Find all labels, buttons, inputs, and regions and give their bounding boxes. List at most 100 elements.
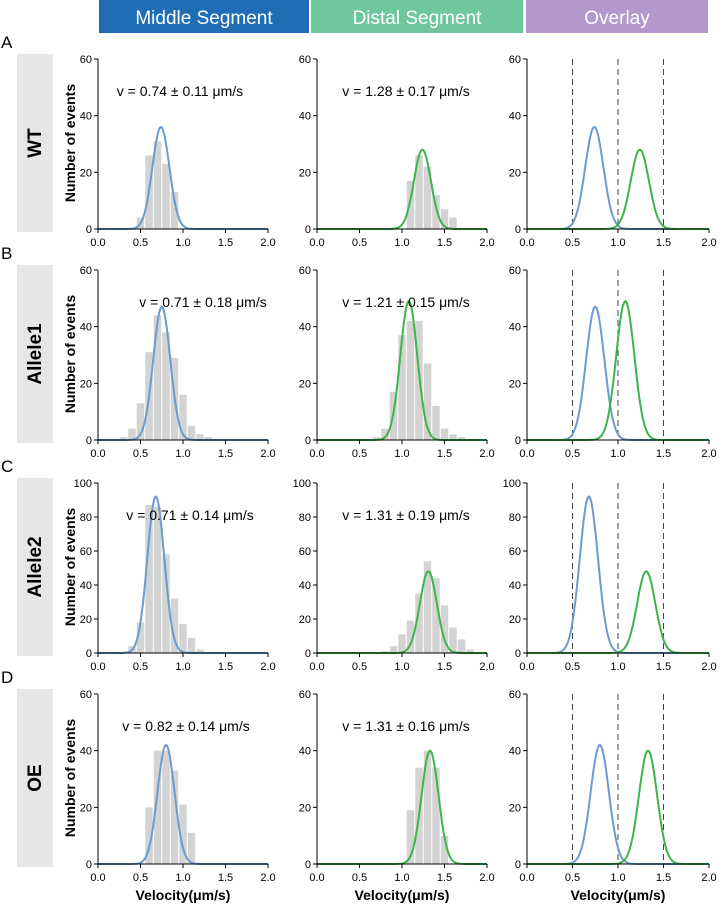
y-tick-label: 0 — [515, 224, 521, 236]
histogram-bar — [423, 750, 432, 864]
x-tick-label: 1.5 — [218, 872, 233, 884]
y-axis-label: Number of events — [62, 719, 78, 837]
subplot: 0 20 40 60 80 100 0.0 0.5 1.0 1.5 2.0 v = 1.31 ± 0.… — [293, 478, 495, 673]
row-label-box — [17, 478, 53, 656]
histogram-bar — [381, 428, 389, 440]
y-tick-label: 60 — [509, 689, 521, 701]
x-tick-label: 1.0 — [175, 661, 190, 673]
x-tick-label: 0.5 — [565, 661, 580, 673]
velocity-annotation: v = 0.74 ± 0.11 μm/s — [117, 83, 243, 99]
histogram-bar — [179, 804, 187, 864]
panel-letter: B — [1, 244, 12, 263]
row-label: OE — [25, 764, 46, 791]
x-tick-label: 2.0 — [479, 237, 494, 249]
y-tick-label: 20 — [509, 802, 521, 814]
y-tick-label: 60 — [509, 546, 521, 558]
x-axis-label: Velocity(μm/s) — [136, 887, 231, 903]
x-tick-label: 0.0 — [90, 237, 105, 249]
histogram-bar — [153, 750, 162, 864]
x-tick-label: 1.5 — [218, 237, 233, 249]
y-tick-label: 0 — [86, 648, 92, 660]
y-tick-label: 20 — [80, 614, 92, 626]
y-tick-label: 60 — [299, 689, 311, 701]
x-tick-label: 2.0 — [260, 448, 275, 460]
histogram-bar — [398, 335, 406, 440]
x-tick-label: 0.5 — [133, 661, 148, 673]
histogram-bar — [423, 166, 432, 229]
velocity-annotation: v = 1.31 ± 0.19 μm/s — [342, 507, 469, 523]
column-header-label: Overlay — [584, 8, 650, 29]
histogram-bar — [432, 578, 440, 653]
velocity-annotation: v = 0.82 ± 0.14 μm/s — [122, 718, 249, 734]
y-tick-label: 40 — [299, 111, 311, 123]
y-tick-label: 0 — [515, 435, 521, 447]
subplot: 0 20 40 60 0.0 0.5 1.0 1.5 2.0 v = 0.74 ± 0.11 μm… — [80, 54, 276, 249]
y-tick-label: 0 — [86, 435, 92, 447]
subplot: 0 20 40 60 0.0 0.5 1.0 1.5 2.0 — [509, 265, 717, 460]
y-tick-label: 60 — [299, 54, 311, 66]
y-tick-label: 80 — [80, 512, 92, 524]
y-tick-label: 20 — [299, 378, 311, 390]
x-tick-label: 1.0 — [394, 872, 409, 884]
x-tick-label: 1.5 — [656, 872, 671, 884]
histogram-bar — [162, 163, 170, 229]
histogram-bar — [449, 434, 457, 440]
row-label-box — [17, 54, 53, 232]
histogram-bar — [415, 593, 423, 653]
x-tick-label: 2.0 — [479, 872, 494, 884]
subplot: 0 20 40 60 0.0 0.5 1.0 1.5 2.0 v = 0.71 ± 0.18 μm… — [80, 265, 276, 460]
x-tick-label: 0.5 — [133, 237, 148, 249]
subplot: 0 20 40 60 0.0 0.5 1.0 1.5 2.0 — [509, 54, 717, 249]
y-tick-label: 20 — [80, 167, 92, 179]
y-tick-label: 20 — [80, 378, 92, 390]
x-tick-label: 2.0 — [701, 661, 716, 673]
histogram-bar — [440, 428, 449, 440]
y-tick-label: 0 — [86, 224, 92, 236]
subplot: 0 20 40 60 80 100 0.0 0.5 1.0 1.5 2.0 — [503, 478, 717, 673]
x-tick-label: 2.0 — [701, 448, 716, 460]
distal-segment-fit-curve — [317, 749, 487, 865]
x-tick-label: 0.5 — [352, 872, 367, 884]
y-tick-label: 0 — [305, 435, 311, 447]
histogram-bar — [432, 406, 440, 440]
x-tick-label: 1.5 — [656, 448, 671, 460]
histogram-bar — [449, 627, 457, 653]
y-tick-label: 60 — [509, 265, 521, 277]
column-header-box — [99, 0, 309, 33]
x-tick-label: 0.0 — [519, 448, 534, 460]
histogram-bar — [136, 622, 145, 653]
x-tick-label: 2.0 — [260, 237, 275, 249]
velocity-annotation: v = 0.71 ± 0.18 μm/s — [139, 294, 266, 310]
x-tick-label: 0.0 — [309, 448, 324, 460]
histogram-bar — [196, 649, 204, 653]
x-tick-label: 0.5 — [352, 661, 367, 673]
histogram-bar — [162, 750, 170, 864]
histogram-bar — [432, 767, 440, 864]
histogram-bar — [179, 624, 187, 653]
y-tick-label: 40 — [509, 746, 521, 758]
y-tick-label: 60 — [299, 265, 311, 277]
y-tick-label: 40 — [80, 746, 92, 758]
histogram-bar — [423, 363, 432, 440]
x-tick-label: 1.0 — [610, 237, 625, 249]
y-tick-label: 40 — [509, 580, 521, 592]
x-tick-label: 1.0 — [175, 448, 190, 460]
column-header-label: Distal Segment — [353, 8, 483, 29]
x-tick-label: 2.0 — [701, 872, 716, 884]
x-tick-label: 0.5 — [352, 448, 367, 460]
y-tick-label: 20 — [299, 614, 311, 626]
histogram-bar — [162, 332, 170, 440]
y-tick-label: 60 — [509, 54, 521, 66]
histogram-bar — [440, 209, 449, 229]
histogram-bar — [187, 425, 196, 440]
y-tick-label: 20 — [509, 614, 521, 626]
histogram-bar — [406, 810, 415, 864]
histogram-bar — [457, 639, 466, 653]
histogram-bar — [170, 192, 179, 229]
histogram-bar — [145, 807, 153, 864]
histogram-bar — [179, 394, 187, 440]
x-tick-label: 0.5 — [565, 872, 580, 884]
y-tick-label: 0 — [305, 224, 311, 236]
y-tick-label: 40 — [299, 322, 311, 334]
histogram-bar — [170, 598, 179, 653]
